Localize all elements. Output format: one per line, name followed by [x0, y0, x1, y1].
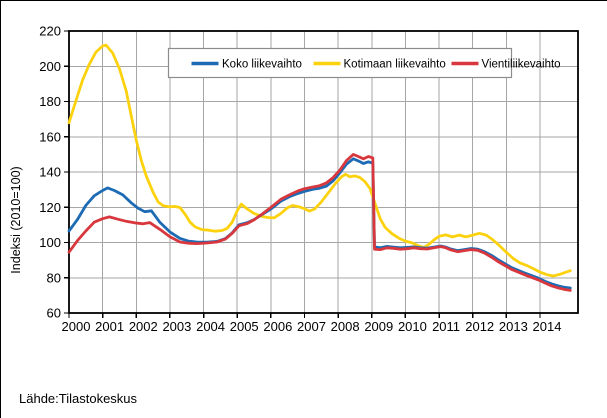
data-series: [67, 43, 572, 292]
y-tick-label: 60: [47, 306, 61, 321]
x-tick-label: 2006: [263, 319, 292, 334]
series-line-3: [67, 152, 572, 292]
y-axis-title: Indeksi (2010=100): [9, 166, 23, 273]
legend-label-1: Koko liikevaihto: [222, 59, 302, 71]
x-tick-label: 2009: [364, 319, 393, 334]
series-line-2: [67, 43, 572, 278]
x-tick-label: 2010: [398, 319, 427, 334]
y-tick-label: 220: [39, 24, 61, 39]
x-tick-label: 2012: [465, 319, 494, 334]
legend: Koko liikevaihto Kotimaan liikevaihto Vien…: [167, 47, 561, 79]
axes: 60 80 100 120 140 160 180 200 220 2000 2001 2002 200…: [39, 24, 579, 334]
x-tick-label: 2014: [533, 319, 562, 334]
x-tick-label: 2001: [95, 319, 124, 334]
y-tick-label: 180: [39, 94, 61, 109]
x-tick-label: 2002: [129, 319, 158, 334]
y-tick-label: 200: [39, 59, 61, 74]
x-tick-label: 2000: [62, 319, 91, 334]
legend-label-3: Vientiliikevaihto: [482, 59, 561, 71]
x-tick-label: 2013: [499, 319, 528, 334]
legend-label-2: Kotimaan liikevaihto: [344, 59, 446, 71]
source-text: Lähde:Tilastokeskus: [19, 391, 138, 406]
x-tick-label: 2005: [230, 319, 259, 334]
y-tick-label: 80: [47, 270, 61, 285]
y-tick-label: 160: [39, 129, 61, 144]
x-tick-label: 2004: [196, 319, 225, 334]
y-tick-label: 140: [39, 165, 61, 180]
series-line-1: [67, 157, 572, 290]
x-tick-label: 2007: [297, 319, 326, 334]
x-tick-label: 2008: [331, 319, 360, 334]
y-tick-label: 120: [39, 200, 61, 215]
x-tick-label: 2003: [162, 319, 191, 334]
y-tick-label: 100: [39, 235, 61, 250]
x-tick-label: 2011: [432, 319, 460, 334]
